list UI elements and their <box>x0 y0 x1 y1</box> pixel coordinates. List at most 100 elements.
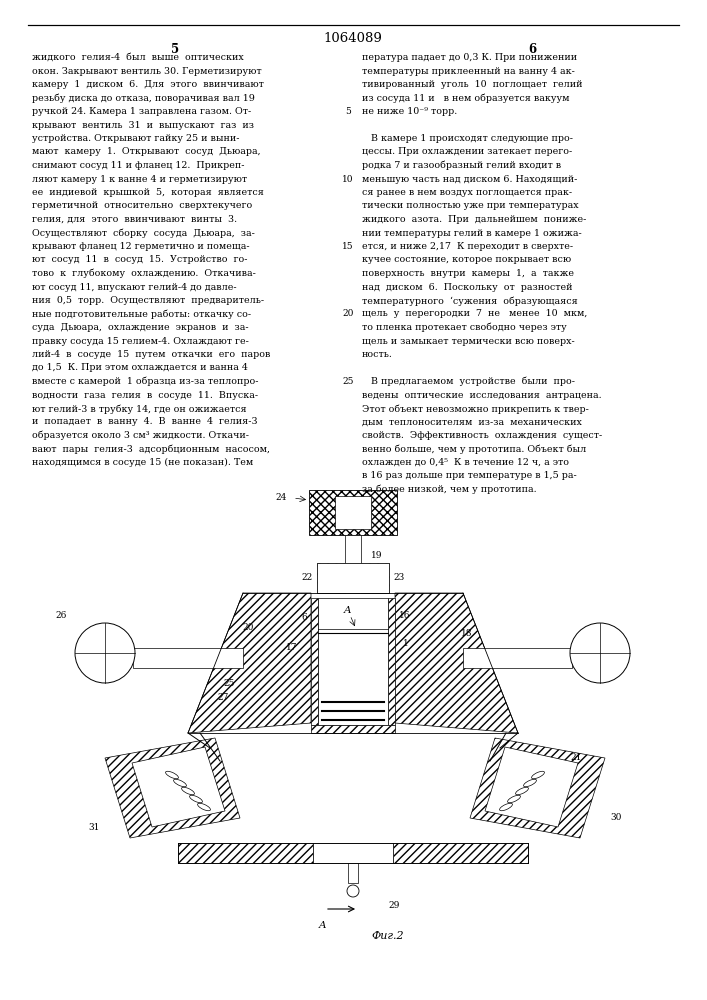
Text: мают  камеру  1.  Открывают  сосуд  Дьюара,: мают камеру 1. Открывают сосуд Дьюара, <box>32 147 261 156</box>
Text: A: A <box>320 921 327 930</box>
Text: ется, и ниже 2,17  К переходит в сверхте-: ется, и ниже 2,17 К переходит в сверхте- <box>362 242 573 251</box>
Polygon shape <box>485 747 578 827</box>
Text: щель  у  перегородки  7  не   менее  10  мкм,: щель у перегородки 7 не менее 10 мкм, <box>362 310 588 318</box>
Text: крывают фланец 12 герметично и помеща-: крывают фланец 12 герметично и помеща- <box>32 242 250 251</box>
Text: поверхность  внутри  камеры  1,  а  также: поверхность внутри камеры 1, а также <box>362 269 574 278</box>
Bar <box>133 648 243 668</box>
Polygon shape <box>188 593 311 733</box>
Text: 22: 22 <box>302 574 313 582</box>
Text: вместе с камерой  1 образца из-за теплопро-: вместе с камерой 1 образца из-за теплопр… <box>32 377 259 386</box>
Text: 23: 23 <box>393 574 404 582</box>
Text: 30: 30 <box>610 814 621 822</box>
Bar <box>393 843 528 863</box>
Text: образуется около 3 см³ жидкости. Откачи-: образуется около 3 см³ жидкости. Откачи- <box>32 431 249 440</box>
Text: устройства. Открывают гайку 25 и выни-: устройства. Открывают гайку 25 и выни- <box>32 134 240 143</box>
Text: ность.: ность. <box>362 350 393 359</box>
Polygon shape <box>395 593 518 733</box>
Text: ные подготовительные работы: откачку со-: ные подготовительные работы: откачку со- <box>32 310 251 319</box>
Text: 17: 17 <box>286 644 297 652</box>
Text: тически полностью уже при температурах: тически полностью уже при температурах <box>362 202 578 211</box>
Text: охлажден до 0,4⁵  К в течение 12 ч, а это: охлажден до 0,4⁵ К в течение 12 ч, а это <box>362 458 569 467</box>
Text: за более низкой, чем у прототипа.: за более низкой, чем у прототипа. <box>362 485 537 494</box>
Text: ют  сосуд  11  в  сосуд  15.  Устройство  го-: ют сосуд 11 в сосуд 15. Устройство го- <box>32 255 247 264</box>
Circle shape <box>75 623 135 683</box>
Text: ручкой 24. Камера 1 заправлена газом. От-: ручкой 24. Камера 1 заправлена газом. От… <box>32 107 251 116</box>
Text: 16: 16 <box>399 611 411 620</box>
Text: 6: 6 <box>301 613 307 622</box>
Text: гелия, для  этого  ввинчивают  винты  3.: гелия, для этого ввинчивают винты 3. <box>32 215 237 224</box>
Text: ведены  оптические  исследования  антрацена.: ведены оптические исследования антрацена… <box>362 390 602 399</box>
Text: водности  газа  гелия  в  сосуде  11.  Впуска-: водности газа гелия в сосуде 11. Впуска- <box>32 390 258 399</box>
Text: герметичной  относительно  сверхтекучего: герметичной относительно сверхтекучего <box>32 202 252 211</box>
Bar <box>318 598 388 725</box>
Text: ют сосуд 11, впускают гелий-4 до давле-: ют сосуд 11, впускают гелий-4 до давле- <box>32 282 237 292</box>
Text: 5: 5 <box>171 43 179 56</box>
Polygon shape <box>317 563 345 593</box>
Bar <box>178 843 313 863</box>
Bar <box>317 563 389 593</box>
Text: температурного  ‘сужения  образующаяся: температурного ‘сужения образующаяся <box>362 296 578 306</box>
Text: не ниже 10⁻⁹ торр.: не ниже 10⁻⁹ торр. <box>362 107 457 116</box>
Text: ют гелий-3 в трубку 14, где он ожижается: ют гелий-3 в трубку 14, где он ожижается <box>32 404 247 414</box>
Text: жидкого  азота.  При  дальнейшем  пониже-: жидкого азота. При дальнейшем пониже- <box>362 215 586 224</box>
Text: суда  Дьюара,  охлаждение  экранов  и  за-: суда Дьюара, охлаждение экранов и за- <box>32 323 249 332</box>
Text: крывают  вентиль  31  и  выпускают  газ  из: крывают вентиль 31 и выпускают газ из <box>32 120 254 129</box>
Bar <box>463 648 572 668</box>
Text: щель и замыкает термически всю поверх-: щель и замыкает термически всю поверх- <box>362 336 575 346</box>
Bar <box>348 863 358 883</box>
Text: 5: 5 <box>345 107 351 116</box>
Text: свойств.  Эффективность  охлаждения  сущест-: свойств. Эффективность охлаждения сущест… <box>362 431 602 440</box>
Text: 18: 18 <box>461 629 472 638</box>
Text: жидкого  гелия-4  был  выше  оптических: жидкого гелия-4 был выше оптических <box>32 53 244 62</box>
Bar <box>311 725 395 733</box>
Text: ся ранее в нем воздух поглощается прак-: ся ранее в нем воздух поглощается прак- <box>362 188 572 197</box>
Text: лий-4  в  сосуде  15  путем  откачки  его  паров: лий-4 в сосуде 15 путем откачки его паро… <box>32 350 270 359</box>
Text: венно больше, чем у прототипа. Объект был: венно больше, чем у прототипа. Объект бы… <box>362 444 586 454</box>
Text: нии температуры гелий в камере 1 ожижа-: нии температуры гелий в камере 1 ожижа- <box>362 229 582 237</box>
Text: 1064089: 1064089 <box>324 32 382 45</box>
Text: 26: 26 <box>56 610 67 619</box>
Text: 25: 25 <box>342 377 354 386</box>
Text: ее  индиевой  крышкой  5,  которая  является: ее индиевой крышкой 5, которая является <box>32 188 264 197</box>
Text: Осуществляют  сборку  сосуда  Дьюара,  за-: Осуществляют сборку сосуда Дьюара, за- <box>32 229 255 238</box>
Text: и  попадает  в  ванну  4.  В  ванне  4  гелия-3: и попадает в ванну 4. В ванне 4 гелия-3 <box>32 418 257 426</box>
Bar <box>311 598 318 725</box>
Text: меньшую часть над диском 6. Находящий-: меньшую часть над диском 6. Находящий- <box>362 174 578 184</box>
Text: находящимся в сосуде 15 (не показан). Тем: находящимся в сосуде 15 (не показан). Те… <box>32 458 253 467</box>
Text: 27: 27 <box>218 694 229 702</box>
Text: A: A <box>344 606 352 615</box>
Text: кучее состояние, которое покрывает всю: кучее состояние, которое покрывает всю <box>362 255 571 264</box>
Text: вают  пары  гелия-3  адсорбционным  насосом,: вают пары гелия-3 адсорбционным насосом, <box>32 444 270 454</box>
Text: Этот объект невозможно прикрепить к твер-: Этот объект невозможно прикрепить к твер… <box>362 404 589 414</box>
Text: ния  0,5  торр.  Осуществляют  предваритель-: ния 0,5 торр. Осуществляют предваритель- <box>32 296 264 305</box>
Text: то пленка протекает свободно через эту: то пленка протекает свободно через эту <box>362 323 567 332</box>
Text: до 1,5  К. При этом охлаждается и ванна 4: до 1,5 К. При этом охлаждается и ванна 4 <box>32 363 248 372</box>
Text: родка 7 и газообразный гелий входит в: родка 7 и газообразный гелий входит в <box>362 161 561 170</box>
Text: В предлагаемом  устройстве  были  про-: В предлагаемом устройстве были про- <box>362 377 575 386</box>
Text: 20: 20 <box>243 624 254 633</box>
Text: снимают сосуд 11 и фланец 12.  Прикреп-: снимают сосуд 11 и фланец 12. Прикреп- <box>32 161 245 170</box>
Text: правку сосуда 15 гелием-4. Охлаждают ге-: правку сосуда 15 гелием-4. Охлаждают ге- <box>32 336 249 346</box>
Text: 29: 29 <box>388 902 399 910</box>
Text: резьбу диска до отказа, поворачивая вал 19: резьбу диска до отказа, поворачивая вал … <box>32 94 255 103</box>
Text: тово  к  глубокому  охлаждению.  Откачива-: тово к глубокому охлаждению. Откачива- <box>32 269 256 278</box>
Circle shape <box>570 623 630 683</box>
Text: 21: 21 <box>570 754 581 762</box>
Text: камеру  1  диском  6.  Для  этого  ввинчивают: камеру 1 диском 6. Для этого ввинчивают <box>32 80 264 89</box>
Polygon shape <box>132 747 225 827</box>
Text: 1: 1 <box>403 639 409 648</box>
Text: 25: 25 <box>223 678 235 688</box>
Circle shape <box>347 885 359 897</box>
Text: окон. Закрывают вентиль 30. Герметизируют: окон. Закрывают вентиль 30. Герметизирую… <box>32 66 262 76</box>
Text: 10: 10 <box>342 174 354 184</box>
Text: ляют камеру 1 к ванне 4 и герметизируют: ляют камеру 1 к ванне 4 и герметизируют <box>32 174 247 184</box>
Text: 24: 24 <box>276 493 287 502</box>
Bar <box>345 535 361 563</box>
Text: из сосуда 11 и   в нем образуется вакуум: из сосуда 11 и в нем образуется вакуум <box>362 94 570 103</box>
Polygon shape <box>361 563 389 593</box>
Text: пература падает до 0,3 К. При понижении: пература падает до 0,3 К. При понижении <box>362 53 577 62</box>
Bar <box>388 598 395 725</box>
Bar <box>335 496 371 529</box>
Polygon shape <box>309 490 397 535</box>
Text: цессы. При охлаждении затекает перего-: цессы. При охлаждении затекает перего- <box>362 147 572 156</box>
